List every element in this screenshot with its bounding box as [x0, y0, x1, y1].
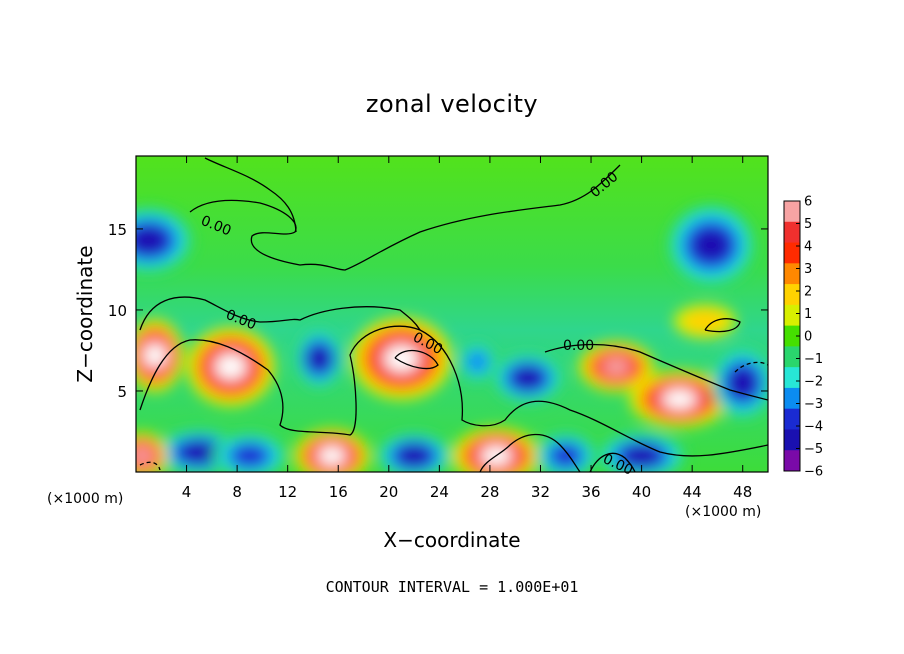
field-contour-fill	[232, 445, 267, 467]
colorbar-swatch	[784, 387, 800, 410]
y-axis: 5 10 15	[108, 221, 768, 401]
field-contour-fill	[308, 347, 331, 370]
colorbar-tick-label: 5	[804, 217, 812, 232]
colorbar-swatch	[784, 325, 800, 347]
field-contour-fill	[182, 442, 217, 463]
contour-line	[139, 325, 768, 457]
x-axis-label: X−coordinate	[383, 528, 520, 552]
chart-title: zonal velocity	[366, 90, 538, 118]
colorbar-tick-label: 3	[804, 262, 812, 277]
x-axis: 4 8 12 16 20 24 28 32 36 40 44 48	[182, 156, 752, 501]
x-tick-label: 20	[379, 483, 398, 501]
colorbar-tick-label: −5	[804, 442, 823, 457]
field-contour-fill	[386, 346, 417, 371]
field-contour-fill	[399, 446, 430, 466]
x-multiplier-label-right: (×1000 m)	[685, 504, 761, 520]
field-contour-fill	[550, 445, 581, 467]
y-tick-label: 15	[108, 221, 127, 239]
field-contour-fill	[602, 357, 630, 376]
colorbar-swatch	[784, 408, 800, 430]
x-tick-label: 8	[232, 483, 242, 501]
x-tick-label: 32	[531, 483, 550, 501]
contour-line	[704, 318, 741, 333]
contour-line	[544, 343, 768, 401]
x-multiplier-label-left: (×1000 m)	[47, 491, 123, 507]
colorbar-swatch	[784, 263, 800, 285]
colorbar-tick-label: 2	[804, 285, 812, 300]
contour-line	[204, 157, 297, 233]
field-contour-fill	[729, 369, 756, 397]
x-tick-label: 24	[430, 483, 449, 501]
field-contour-fill	[136, 227, 166, 253]
field-contour-fill	[136, 447, 153, 465]
contour-line	[734, 361, 768, 373]
field-contour-fill	[664, 389, 695, 409]
contour-line	[139, 461, 161, 471]
field-contour-fill	[319, 447, 345, 465]
contour-line	[479, 433, 581, 472]
x-tick-label: 40	[632, 483, 651, 501]
field-contour-fill	[144, 344, 166, 367]
colorbar-swatch	[784, 242, 800, 264]
colorbar-swatch	[784, 367, 800, 389]
velocity-field	[136, 203, 768, 472]
x-tick-label: 12	[278, 483, 297, 501]
colorbar-tick-label: −3	[804, 397, 823, 412]
x-tick-label: 4	[182, 483, 192, 501]
x-tick-label: 28	[480, 483, 499, 501]
colorbar-swatch	[784, 450, 800, 472]
contour-interval-note: CONTOUR INTERVAL = 1.000E+01	[326, 578, 579, 596]
contour-label: 0.00	[563, 338, 594, 354]
field-contour-fill	[465, 350, 489, 374]
colorbar-swatch	[784, 221, 800, 243]
colorbar: 6 5 4 3 2 1 0 −1 −2 −3 −4 −5 −6	[783, 195, 823, 480]
plot-area	[135, 155, 769, 473]
plot-frame	[135, 155, 769, 473]
colorbar-swatch	[784, 304, 800, 327]
contour-line	[394, 349, 439, 370]
y-tick-label: 5	[117, 383, 127, 401]
colorbar-tick-label: 4	[804, 240, 812, 255]
colorbar-swatch	[784, 284, 800, 306]
colorbar-tick-label: −4	[804, 420, 823, 435]
field-contour-fill	[624, 446, 659, 466]
field-contour-fill	[513, 367, 543, 389]
y-axis-label: Z−coordinate	[73, 245, 97, 382]
colorbar-tick-label: 1	[804, 307, 812, 322]
colorbar-tick-label: 6	[804, 195, 812, 210]
x-tick-label: 48	[733, 483, 752, 501]
x-tick-label: 44	[683, 483, 702, 501]
x-tick-label: 16	[329, 483, 348, 501]
field-contour-fill	[694, 230, 728, 260]
x-tick-label: 36	[581, 483, 600, 501]
colorbar-tick-label: −2	[804, 375, 823, 390]
contour-line	[589, 452, 636, 472]
colorbar-tick-label: 0	[804, 330, 812, 345]
field-contour-fill	[683, 309, 727, 334]
colorbar-tick-label: −1	[804, 352, 823, 367]
colorbar-tick-label: −6	[804, 465, 823, 480]
colorbar-swatch	[784, 346, 800, 368]
field-contour-fill	[216, 355, 245, 379]
y-tick-label: 10	[108, 302, 127, 320]
colorbar-swatch	[784, 429, 800, 451]
zero-contours	[139, 157, 768, 472]
colorbar-swatch	[784, 201, 800, 223]
contour-line	[189, 164, 621, 271]
contour-line	[139, 296, 421, 331]
